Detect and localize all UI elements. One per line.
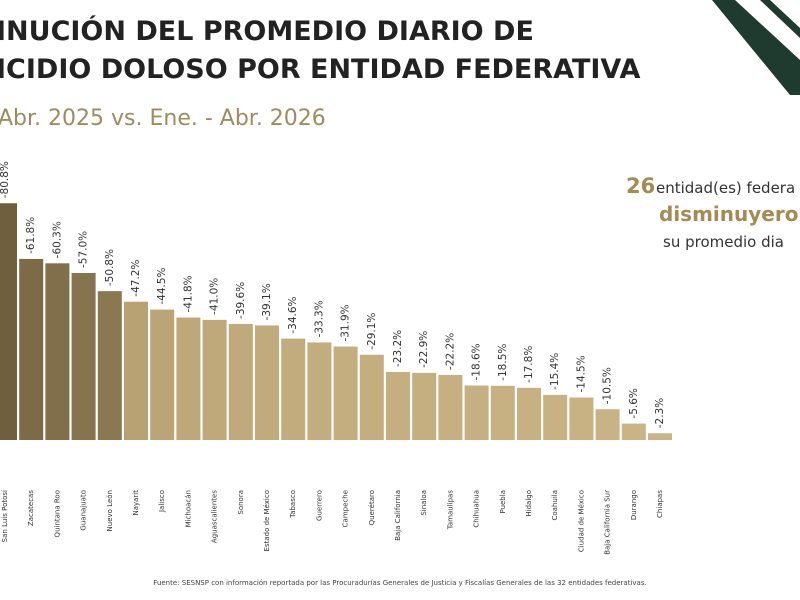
bar: [150, 309, 175, 440]
value-label: -61.8%: [25, 217, 37, 254]
category-label: Campeche: [342, 490, 350, 527]
category-label: Durango: [630, 490, 638, 520]
value-label: -39.1%: [261, 283, 273, 320]
bar: [255, 325, 279, 440]
category-label: Hidalgo: [525, 490, 533, 517]
bar: [517, 387, 541, 440]
category-label: Ciudad de México: [577, 490, 585, 552]
value-label: -15.4%: [549, 353, 561, 390]
value-label: -41.8%: [182, 275, 194, 312]
category-label: Chihuahua: [473, 490, 481, 528]
category-label: Nuevo León: [106, 490, 114, 531]
category-label: Quintana Roo: [53, 490, 61, 537]
title-line: ICIDIO DOLOSO POR ENTIDAD FEDERATIVA: [0, 54, 640, 85]
bar: [543, 394, 568, 440]
category-label: Aguascalientes: [211, 490, 219, 543]
value-label: -2.3%: [654, 398, 666, 428]
value-label: -17.8%: [523, 346, 535, 383]
value-label: -34.6%: [287, 296, 299, 333]
value-label: -31.9%: [340, 304, 352, 341]
bar: [595, 409, 620, 440]
bar: [490, 385, 515, 440]
bar: [281, 338, 306, 440]
bar: [124, 301, 148, 440]
value-label: -23.2%: [392, 330, 404, 367]
category-label: Sinaloa: [420, 490, 428, 516]
value-label: -47.2%: [130, 260, 142, 297]
value-label: -60.3%: [51, 221, 63, 258]
category-label: Michoacán: [184, 490, 192, 527]
value-label: -14.5%: [575, 355, 587, 392]
category-label: Nayarit: [132, 490, 140, 516]
value-label: -22.9%: [418, 331, 430, 368]
bar: [228, 323, 253, 440]
bar: [45, 263, 70, 440]
category-label: Zacatecas: [27, 490, 35, 526]
category-label: Baja California Sur: [604, 490, 612, 555]
category-label: Tamaulipas: [446, 490, 454, 531]
bar: [19, 258, 44, 440]
value-label: -80.8%: [0, 161, 11, 198]
bar: [202, 319, 227, 440]
callout-text: su promedio dia: [663, 233, 784, 251]
bar: [386, 372, 410, 440]
value-label: -41.0%: [209, 278, 221, 315]
category-label: Querétaro: [368, 490, 376, 525]
logo-cut: [735, 0, 800, 60]
category-label: Guanajuato: [80, 490, 88, 531]
bar: [648, 433, 672, 440]
bar: [438, 374, 463, 440]
bar: [97, 291, 122, 440]
title-line: INUCIÓN DEL PROMEDIO DIARIO DE: [0, 15, 534, 47]
value-label: -18.5%: [497, 344, 509, 381]
value-label: -57.0%: [78, 231, 90, 268]
callout-count: 26: [626, 174, 655, 198]
category-label: Puebla: [499, 490, 507, 514]
value-label: -29.1%: [366, 313, 378, 350]
bar: [333, 346, 358, 440]
value-label: -50.8%: [104, 249, 116, 286]
callout-text: entidad(es) federa: [656, 179, 795, 197]
callout-text: disminuyero: [659, 202, 798, 226]
value-label: -39.6%: [235, 282, 247, 319]
value-label: -18.6%: [471, 343, 483, 380]
value-label: -44.5%: [156, 267, 168, 304]
bar: [176, 317, 201, 440]
bar: [464, 385, 489, 440]
category-label: Guerrero: [315, 490, 323, 521]
bar: [71, 272, 96, 440]
category-label: Coahuila: [551, 490, 559, 521]
source-note: Fuente: SESNSP con información reportada…: [153, 579, 646, 587]
value-label: -22.2%: [444, 333, 456, 370]
category-label: Chiapas: [656, 490, 664, 518]
bar: [307, 342, 332, 440]
value-label: -5.6%: [628, 388, 640, 418]
category-label: Sonora: [237, 490, 245, 515]
category-label: Tabasco: [289, 490, 297, 519]
value-label: -10.5%: [602, 367, 614, 404]
category-label: Estado de México: [263, 490, 271, 551]
bar: [621, 423, 646, 440]
value-label: -33.3%: [313, 300, 325, 337]
bar: [0, 203, 17, 440]
subtitle: Abr. 2025 vs. Ene. - Abr. 2026: [0, 106, 326, 131]
category-label: Jalisco: [158, 490, 166, 513]
category-label: San Luis Potosí: [1, 489, 9, 542]
bar: [412, 372, 437, 440]
bar: [569, 397, 594, 440]
bar: [359, 354, 384, 440]
category-label: Baja California: [394, 490, 402, 541]
